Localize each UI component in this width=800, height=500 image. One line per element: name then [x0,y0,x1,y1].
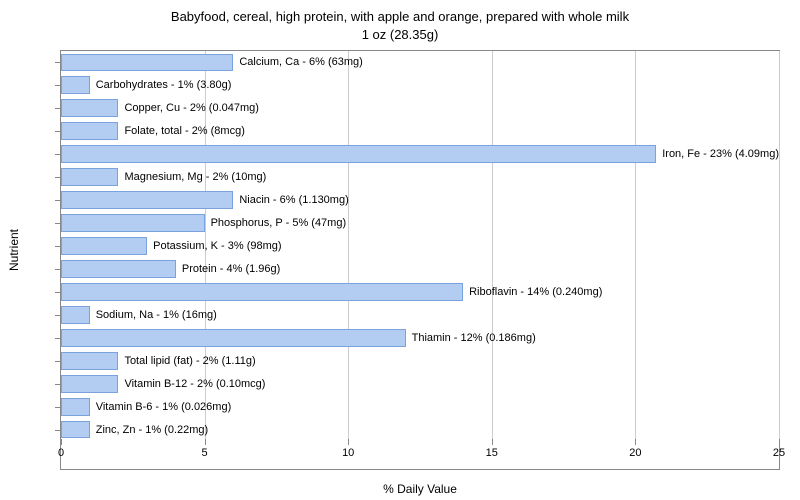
chart-area: Calcium, Ca - 6% (63mg) Carbohydrates - 1… [60,50,780,470]
x-axis-label: % Daily Value [60,482,780,496]
bar [61,398,90,416]
bar-row: Carbohydrates - 1% (3.80g) [61,76,779,94]
y-tick [55,246,61,247]
bar-label: Protein - 4% (1.96g) [182,263,280,275]
plot-area: Calcium, Ca - 6% (63mg) Carbohydrates - 1… [61,51,779,439]
y-tick [55,384,61,385]
bar [61,54,233,72]
x-tick-label: 5 [202,447,208,459]
y-tick [55,200,61,201]
y-tick [55,223,61,224]
bar-label: Potassium, K - 3% (98mg) [153,240,281,252]
bar-label: Thiamin - 12% (0.186mg) [412,332,536,344]
y-tick [55,85,61,86]
x-tick-label: 20 [629,447,641,459]
x-tick [635,439,636,445]
bar-label: Phosphorus, P - 5% (47mg) [211,217,347,229]
bar-row: Iron, Fe - 23% (4.09mg) [61,145,779,163]
chart-title: Babyfood, cereal, high protein, with app… [0,8,800,44]
bar-row: Vitamin B-6 - 1% (0.026mg) [61,398,779,416]
bar [61,168,118,186]
bar [61,76,90,94]
bar-label: Vitamin B-6 - 1% (0.026mg) [96,401,232,413]
bar-row: Phosphorus, P - 5% (47mg) [61,214,779,232]
bar [61,237,147,255]
bar [61,283,463,301]
bar-row: Thiamin - 12% (0.186mg) [61,329,779,347]
y-tick [55,269,61,270]
y-tick [55,154,61,155]
x-axis: 0510152025 [61,439,779,469]
bar-label: Iron, Fe - 23% (4.09mg) [662,148,779,160]
bar-row: Magnesium, Mg - 2% (10mg) [61,168,779,186]
bar [61,375,118,393]
y-tick [55,108,61,109]
bar [61,214,205,232]
bar-row: Niacin - 6% (1.130mg) [61,191,779,209]
bar-label: Calcium, Ca - 6% (63mg) [239,56,362,68]
bar-row: Total lipid (fat) - 2% (1.11g) [61,352,779,370]
title-line-1: Babyfood, cereal, high protein, with app… [171,9,629,24]
y-tick [55,361,61,362]
y-tick [55,407,61,408]
bar [61,122,118,140]
bar-row: Copper, Cu - 2% (0.047mg) [61,99,779,117]
x-tick [492,439,493,445]
bar [61,306,90,324]
bar-row: Riboflavin - 14% (0.240mg) [61,283,779,301]
bar-row: Vitamin B-12 - 2% (0.10mcg) [61,375,779,393]
title-line-2: 1 oz (28.35g) [362,27,439,42]
x-tick [348,439,349,445]
y-tick [55,315,61,316]
x-tick-label: 0 [58,447,64,459]
bar-row: Folate, total - 2% (8mcg) [61,122,779,140]
bar [61,145,656,163]
bar [61,421,90,439]
bar-label: Sodium, Na - 1% (16mg) [96,309,217,321]
x-tick-label: 25 [773,447,785,459]
bar-label: Riboflavin - 14% (0.240mg) [469,286,602,298]
bar-label: Vitamin B-12 - 2% (0.10mcg) [124,378,265,390]
bars-group: Calcium, Ca - 6% (63mg) Carbohydrates - 1… [61,51,779,439]
bar-label: Carbohydrates - 1% (3.80g) [96,79,232,91]
y-tick [55,430,61,431]
bar-label: Folate, total - 2% (8mcg) [124,125,244,137]
bar-row: Calcium, Ca - 6% (63mg) [61,54,779,72]
bar-label: Magnesium, Mg - 2% (10mg) [124,171,266,183]
bar-row: Sodium, Na - 1% (16mg) [61,306,779,324]
gridline [779,51,780,439]
bar-label: Copper, Cu - 2% (0.047mg) [124,102,259,114]
y-axis-label: Nutrient [7,229,21,271]
bar-row: Zinc, Zn - 1% (0.22mg) [61,421,779,439]
bar [61,99,118,117]
bar-label: Niacin - 6% (1.130mg) [239,194,348,206]
x-tick [205,439,206,445]
bar-label: Zinc, Zn - 1% (0.22mg) [96,424,208,436]
y-tick [55,338,61,339]
bar-row: Potassium, K - 3% (98mg) [61,237,779,255]
y-tick [55,62,61,63]
x-tick [779,439,780,445]
bar [61,191,233,209]
bar-row: Protein - 4% (1.96g) [61,260,779,278]
bar-label: Total lipid (fat) - 2% (1.11g) [124,355,255,367]
y-tick [55,292,61,293]
bar [61,260,176,278]
x-tick [61,439,62,445]
y-tick [55,131,61,132]
bar [61,329,406,347]
bar [61,352,118,370]
x-tick-label: 10 [342,447,354,459]
y-tick [55,177,61,178]
x-tick-label: 15 [486,447,498,459]
